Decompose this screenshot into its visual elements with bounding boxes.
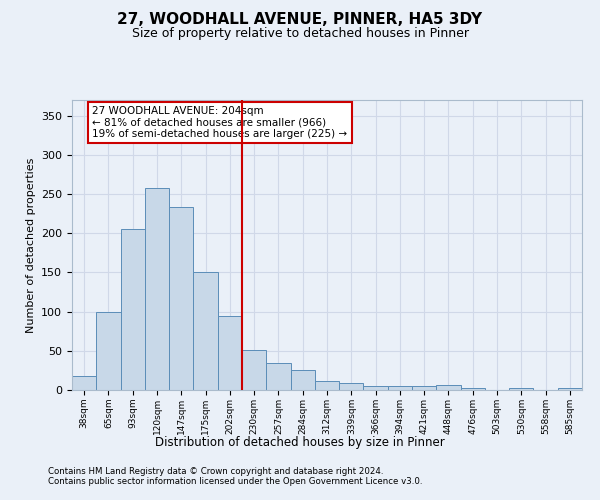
Bar bbox=[558, 388, 582, 390]
Bar bbox=[339, 383, 364, 390]
Bar bbox=[509, 388, 533, 390]
Bar bbox=[121, 230, 145, 390]
Bar bbox=[315, 380, 339, 390]
Bar bbox=[72, 376, 96, 390]
Bar bbox=[218, 316, 242, 390]
Bar bbox=[461, 388, 485, 390]
Text: 27 WOODHALL AVENUE: 204sqm
← 81% of detached houses are smaller (966)
19% of sem: 27 WOODHALL AVENUE: 204sqm ← 81% of deta… bbox=[92, 106, 347, 139]
Text: 27, WOODHALL AVENUE, PINNER, HA5 3DY: 27, WOODHALL AVENUE, PINNER, HA5 3DY bbox=[118, 12, 482, 28]
Text: Contains HM Land Registry data © Crown copyright and database right 2024.: Contains HM Land Registry data © Crown c… bbox=[48, 467, 383, 476]
Text: Size of property relative to detached houses in Pinner: Size of property relative to detached ho… bbox=[131, 28, 469, 40]
Bar bbox=[193, 272, 218, 390]
Bar bbox=[266, 364, 290, 390]
Bar bbox=[242, 350, 266, 390]
Bar bbox=[364, 386, 388, 390]
Bar bbox=[388, 386, 412, 390]
Bar bbox=[412, 386, 436, 390]
Bar bbox=[96, 312, 121, 390]
Bar bbox=[145, 188, 169, 390]
Text: Distribution of detached houses by size in Pinner: Distribution of detached houses by size … bbox=[155, 436, 445, 449]
Bar bbox=[436, 386, 461, 390]
Y-axis label: Number of detached properties: Number of detached properties bbox=[26, 158, 35, 332]
Bar bbox=[169, 208, 193, 390]
Bar bbox=[290, 370, 315, 390]
Text: Contains public sector information licensed under the Open Government Licence v3: Contains public sector information licen… bbox=[48, 477, 422, 486]
